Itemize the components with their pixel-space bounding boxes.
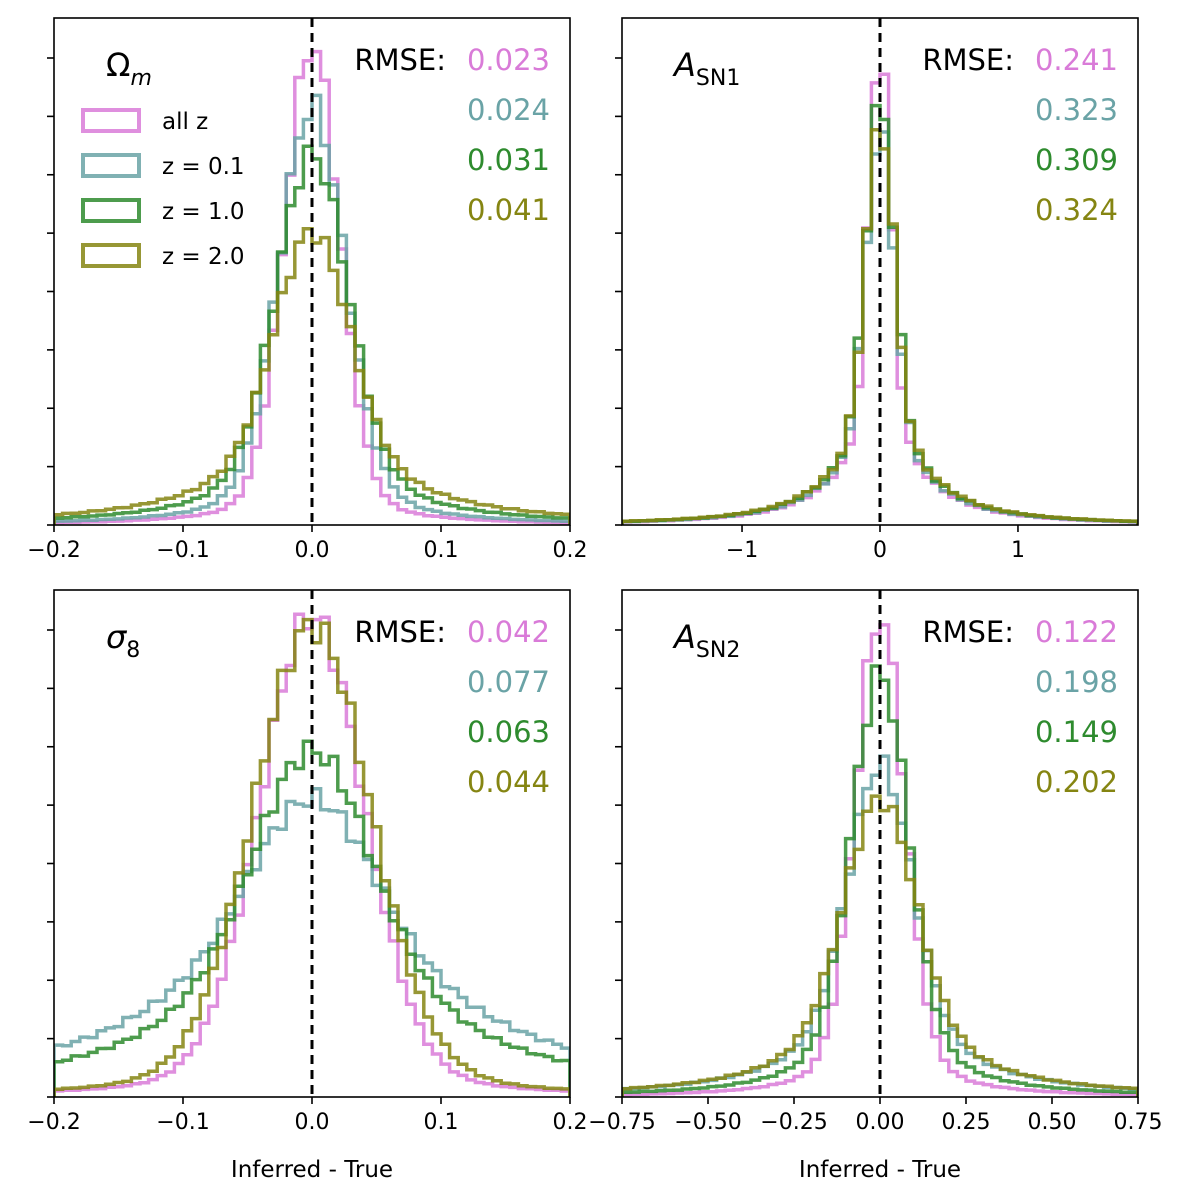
legend-entry: all z	[162, 109, 208, 135]
rmse-value: 0.023	[467, 43, 550, 77]
rmse-value: 0.044	[467, 765, 550, 799]
hist-series-1	[622, 623, 1138, 1097]
x-tick-label: 0.0	[295, 1110, 330, 1135]
x-tick-label: −0.25	[760, 1110, 827, 1135]
legend-entry: z = 0.1	[162, 154, 245, 180]
parameter-label: ASN2	[672, 618, 740, 663]
legend-swatch	[81, 243, 141, 268]
panel-1: −0.2 −0.1 0.0 0.1 0.2 Ωm RMSE: 0.023 0.024 0.031 0…	[27, 17, 588, 563]
legend: all z z = 0.1 z = 1.0 z = 2.0	[81, 108, 245, 270]
rmse-title: RMSE:	[922, 43, 1014, 77]
x-tick-label: −0.1	[156, 538, 209, 563]
x-tick-label: −0.2	[27, 1110, 80, 1135]
rmse-title: RMSE:	[354, 615, 446, 649]
legend-entry: z = 1.0	[162, 199, 245, 225]
x-tick-label: −0.50	[674, 1110, 741, 1135]
rmse-value: 0.063	[467, 715, 550, 749]
rmse-value: 0.077	[467, 665, 550, 699]
rmse-value: 0.122	[1035, 615, 1118, 649]
parameter-label: ASN1	[672, 46, 740, 91]
x-tick-label: 0.2	[553, 1110, 588, 1135]
parameter-label: Ωm	[106, 46, 152, 91]
panel-2: −1 0 1 ASN1 RMSE: 0.241 0.323 0.309 0.324	[615, 17, 1139, 563]
x-tick-label: −1	[726, 538, 758, 563]
legend-swatch	[81, 108, 141, 133]
x-tick-label: 1	[1011, 538, 1025, 563]
legend-swatch	[81, 198, 141, 223]
rmse-value: 0.202	[1035, 765, 1118, 799]
rmse-value: 0.024	[467, 93, 550, 127]
x-tick-label: 0.00	[856, 1110, 905, 1135]
rmse-value: 0.042	[467, 615, 550, 649]
x-tick-label: 0.25	[942, 1110, 991, 1135]
x-axis-label: Inferred - True	[231, 1157, 393, 1183]
hist-series-4	[54, 617, 570, 1097]
panel-4: −0.75 −0.50 −0.25 0.00 0.25 0.50 0.75 Inferred …	[588, 589, 1163, 1183]
x-axis-label: Inferred - True	[799, 1157, 961, 1183]
rmse-value: 0.241	[1035, 43, 1118, 77]
x-tick-label: 0.0	[295, 538, 330, 563]
x-tick-label: −0.2	[27, 538, 80, 563]
rmse-value: 0.323	[1035, 93, 1118, 127]
legend-entry: z = 2.0	[162, 244, 245, 270]
x-tick-label: 0.50	[1028, 1110, 1077, 1135]
hist-series-3	[54, 144, 570, 525]
parameter-label: σ8	[106, 618, 140, 663]
rmse-title: RMSE:	[354, 43, 446, 77]
rmse-value: 0.198	[1035, 665, 1118, 699]
rmse-value: 0.309	[1035, 143, 1118, 177]
rmse-value: 0.041	[467, 193, 550, 227]
x-tick-label: 0.1	[424, 538, 459, 563]
rmse-value: 0.031	[467, 143, 550, 177]
hist-series-2	[54, 787, 570, 1097]
x-tick-label: −0.1	[156, 1110, 209, 1135]
x-tick-label: 0.1	[424, 1110, 459, 1135]
rmse-title: RMSE:	[922, 615, 1014, 649]
rmse-value: 0.149	[1035, 715, 1118, 749]
x-tick-label: 0.75	[1114, 1110, 1163, 1135]
rmse-value: 0.324	[1035, 193, 1118, 227]
x-tick-label: 0.2	[553, 538, 588, 563]
hist-series-2	[54, 93, 570, 525]
x-tick-label: −0.75	[588, 1110, 655, 1135]
panel-3: −0.2 −0.1 0.0 0.1 0.2 Inferred - True σ8 RMSE: 0…	[27, 589, 588, 1183]
x-tick-label: 0	[873, 538, 887, 563]
legend-swatch	[81, 153, 141, 178]
